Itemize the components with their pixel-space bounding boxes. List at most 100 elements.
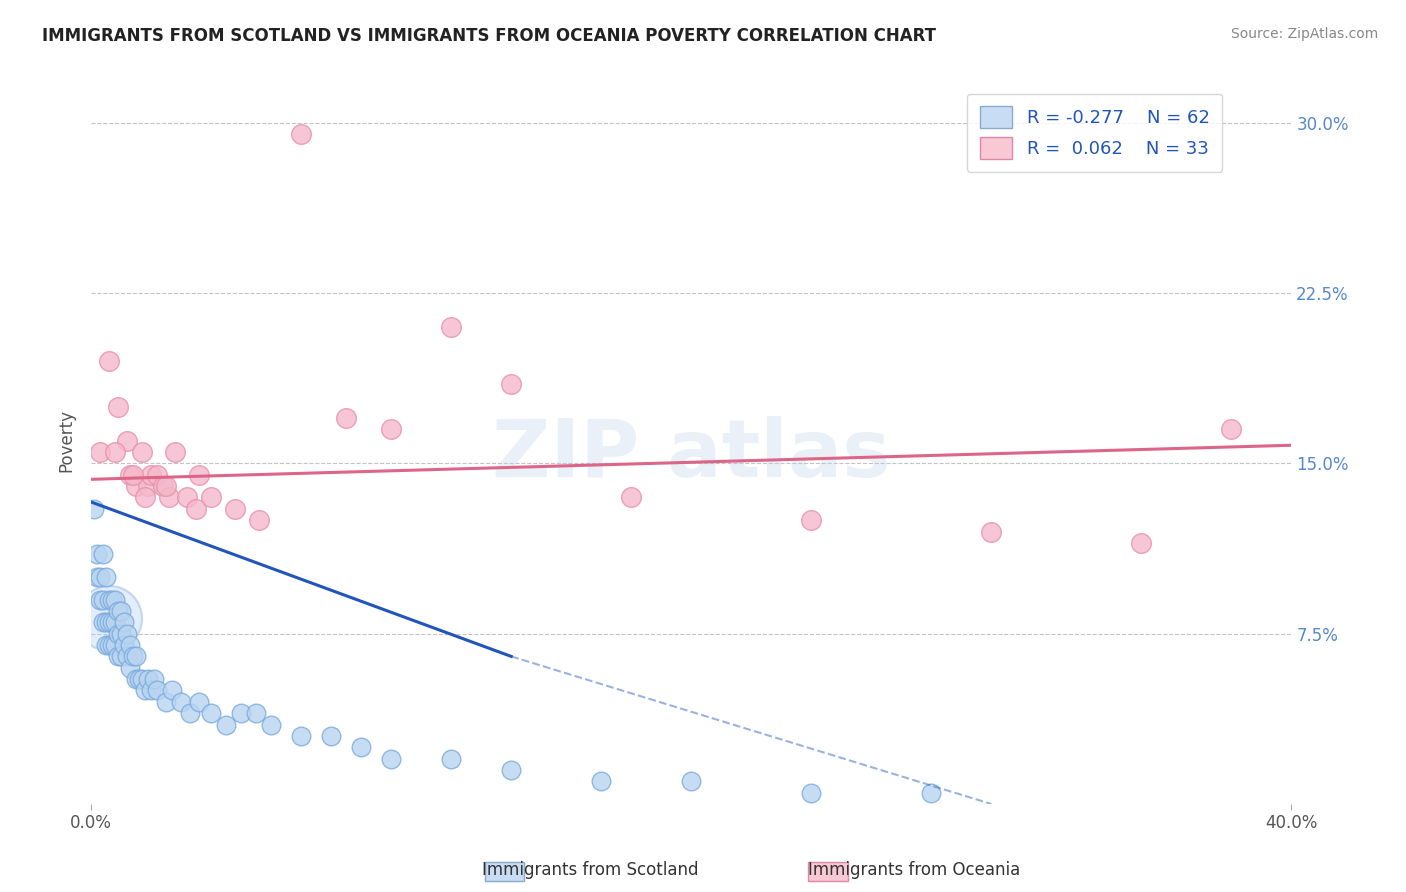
Point — [96, 638, 118, 652]
Point — [260, 717, 283, 731]
Point — [155, 695, 177, 709]
Point — [107, 604, 129, 618]
Point — [186, 501, 208, 516]
Point — [110, 604, 132, 618]
Text: IMMIGRANTS FROM SCOTLAND VS IMMIGRANTS FROM OCEANIA POVERTY CORRELATION CHART: IMMIGRANTS FROM SCOTLAND VS IMMIGRANTS F… — [42, 27, 936, 45]
Point — [128, 672, 150, 686]
Point — [245, 706, 267, 721]
Point — [134, 683, 156, 698]
Point — [215, 717, 238, 731]
Point — [170, 695, 193, 709]
Point — [179, 706, 201, 721]
Point — [224, 501, 246, 516]
Y-axis label: Poverty: Poverty — [58, 409, 75, 472]
Point — [152, 479, 174, 493]
Point — [122, 649, 145, 664]
Point — [134, 491, 156, 505]
Point — [112, 615, 135, 630]
Point — [131, 672, 153, 686]
Point — [120, 467, 142, 482]
Point — [176, 491, 198, 505]
Point — [86, 570, 108, 584]
Point — [96, 570, 118, 584]
Point — [165, 445, 187, 459]
Point — [89, 445, 111, 459]
Point — [104, 592, 127, 607]
Point — [122, 467, 145, 482]
Point — [125, 672, 148, 686]
Point — [110, 649, 132, 664]
Point — [131, 445, 153, 459]
Point — [440, 751, 463, 765]
Point — [200, 491, 222, 505]
Point — [350, 740, 373, 755]
Point — [115, 434, 138, 448]
Point — [107, 626, 129, 640]
Point — [440, 320, 463, 334]
Point — [125, 479, 148, 493]
Point — [335, 411, 357, 425]
Point — [146, 683, 169, 698]
Point — [136, 479, 159, 493]
Point — [501, 376, 523, 391]
Point — [188, 467, 211, 482]
Point — [800, 786, 823, 800]
Point — [141, 467, 163, 482]
Point — [98, 638, 121, 652]
Point — [1130, 536, 1153, 550]
Point — [231, 706, 253, 721]
Point — [110, 626, 132, 640]
Point — [188, 695, 211, 709]
Text: Immigrants from Oceania: Immigrants from Oceania — [808, 861, 1019, 879]
Point — [115, 626, 138, 640]
Legend: R = -0.277    N = 62, R =  0.062    N = 33: R = -0.277 N = 62, R = 0.062 N = 33 — [967, 94, 1222, 172]
Point — [86, 547, 108, 561]
Point — [98, 354, 121, 368]
Point — [501, 763, 523, 777]
Point — [1220, 422, 1243, 436]
Point — [101, 615, 124, 630]
Point — [91, 547, 114, 561]
Point — [146, 467, 169, 482]
Point — [620, 491, 643, 505]
Point — [136, 672, 159, 686]
Point — [290, 729, 312, 743]
Point — [104, 638, 127, 652]
Point — [89, 570, 111, 584]
Point — [89, 592, 111, 607]
Text: Immigrants from Scotland: Immigrants from Scotland — [482, 861, 699, 879]
Point — [143, 672, 166, 686]
Point — [98, 592, 121, 607]
Point — [247, 513, 270, 527]
Point — [98, 615, 121, 630]
Point — [155, 479, 177, 493]
Point — [107, 649, 129, 664]
Point — [120, 638, 142, 652]
Point — [321, 729, 343, 743]
Point — [98, 611, 121, 625]
Point — [91, 592, 114, 607]
Text: Source: ZipAtlas.com: Source: ZipAtlas.com — [1230, 27, 1378, 41]
Point — [380, 751, 402, 765]
Point — [104, 615, 127, 630]
Point — [107, 400, 129, 414]
Point — [125, 649, 148, 664]
Point — [91, 615, 114, 630]
Point — [112, 638, 135, 652]
Point — [120, 661, 142, 675]
Point — [96, 615, 118, 630]
Point — [115, 649, 138, 664]
Point — [591, 774, 613, 789]
Point — [101, 592, 124, 607]
Point — [200, 706, 222, 721]
Point — [681, 774, 703, 789]
Point — [160, 683, 183, 698]
Text: ZIP atlas: ZIP atlas — [492, 417, 890, 494]
Point — [104, 445, 127, 459]
Point — [157, 491, 180, 505]
Point — [290, 127, 312, 141]
Point — [920, 786, 942, 800]
Point — [800, 513, 823, 527]
Point — [980, 524, 1002, 539]
Point — [141, 683, 163, 698]
